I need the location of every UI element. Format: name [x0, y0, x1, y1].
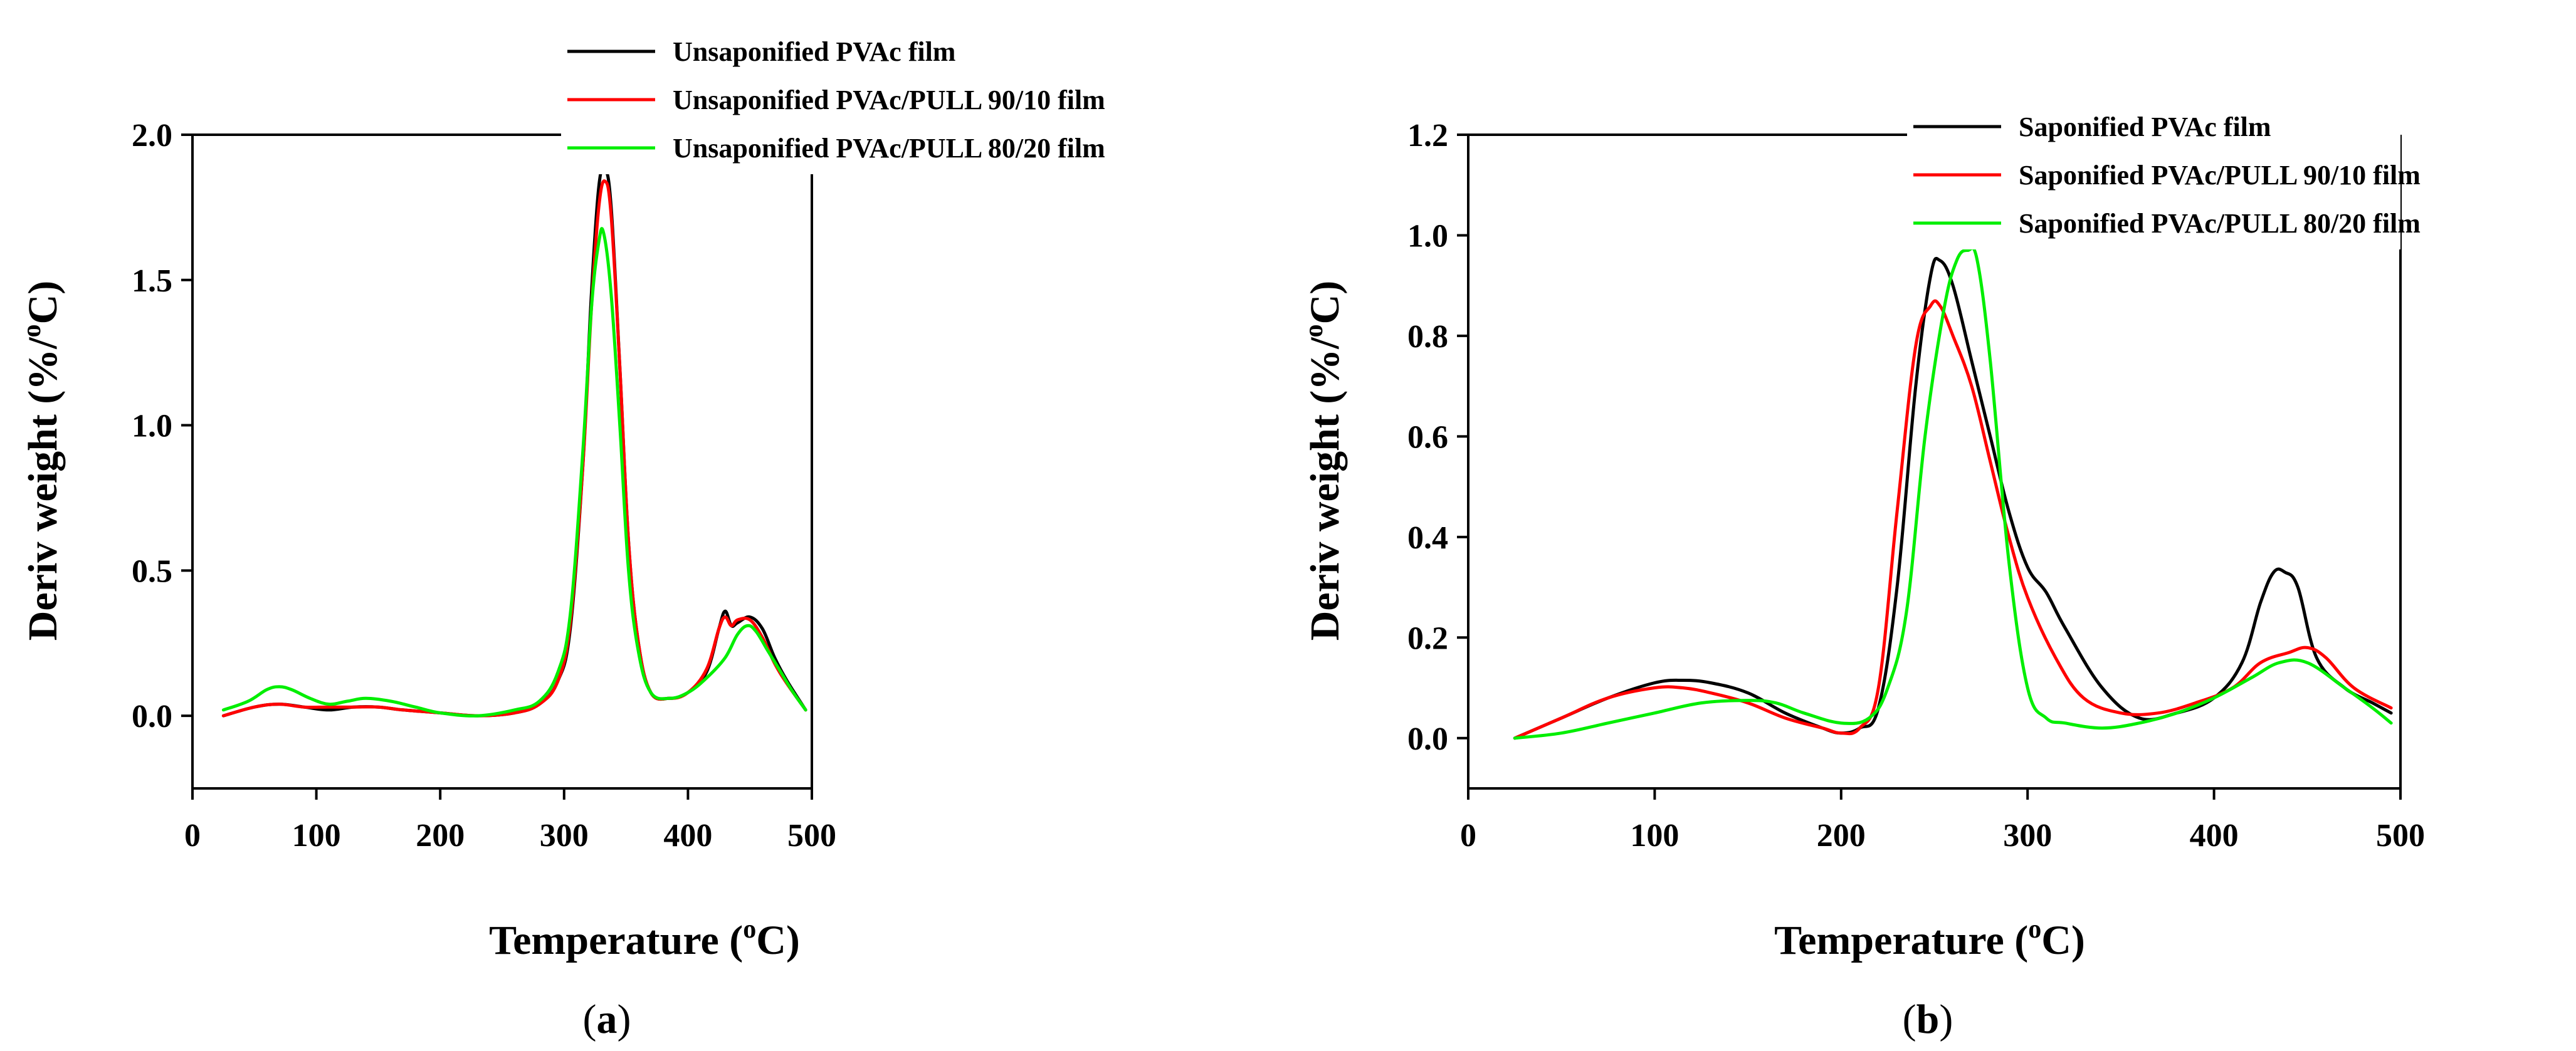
chart-a-x-tick-label: 100 [292, 818, 341, 854]
chart-a-legend: Unsaponified PVAc film Unsaponified PVAc/… [561, 26, 1216, 174]
chart-b-y-tick-label: 0.0 [1407, 721, 1448, 757]
chart-b-x-tick-label: 100 [1630, 818, 1679, 854]
chart-b-ticks: 0 100 200 300 400 500 0.0 0.2 0.4 0.6 0.8 1.0 1.2 [1407, 118, 2425, 854]
chart-b-x-tick-label: 500 [2376, 818, 2425, 854]
chart-a-x-tick-label: 0 [184, 818, 201, 854]
chart-a-panel-label: (a) [583, 996, 631, 1042]
chart-b-legend: Saponified PVAc film Saponified PVAc/PULL… [1907, 102, 2421, 249]
chart-a-y-tick-label: 1.5 [132, 263, 172, 299]
chart-a-y-tick-label: 0.5 [132, 553, 172, 589]
chart-b-x-axis-title: Temperature (oC) [1774, 915, 2085, 963]
chart-a-ticks: 0 100 200 300 400 500 0.0 0.5 1.0 1.5 2.0 [132, 118, 836, 854]
chart-b-series-1-line [1513, 256, 2393, 740]
chart-b-y-tick-label: 0.6 [1407, 419, 1448, 455]
chart-a-y-tick-label: 1.0 [132, 409, 172, 444]
chart-a-x-tick-label: 200 [416, 818, 465, 854]
chart-b-legend-label: Saponified PVAc/PULL 90/10 film [2019, 160, 2421, 191]
chart-a-y-axis-title: Deriv weight (%/oC) [18, 281, 66, 641]
chart-a-x-axis-title: Temperature (oC) [489, 915, 800, 963]
chart-a-legend-background [561, 26, 1216, 174]
chart-b-y-tick-label: 0.8 [1407, 319, 1448, 355]
chart-b-x-tick-label: 200 [1817, 818, 1866, 854]
chart-a-series-2-line [221, 179, 807, 718]
chart-b-y-axis-title: Deriv weight (%/oC) [1300, 281, 1348, 641]
chart-a-x-tick-label: 300 [540, 818, 589, 854]
chart-a-legend-label: Unsaponified PVAc/PULL 90/10 film [673, 85, 1105, 115]
chart-a-legend-label: Unsaponified PVAc/PULL 80/20 film [673, 133, 1105, 164]
chart-panel-b: 0 100 200 300 400 500 0.0 0.2 0.4 0.6 0.8 1.0 1.2 Sa… [1300, 102, 2425, 1042]
chart-a-legend-label: Unsaponified PVAc film [673, 36, 955, 67]
chart-b-legend-label: Saponified PVAc/PULL 80/20 film [2019, 208, 2421, 239]
chart-a-y-tick-label: 2.0 [132, 118, 172, 154]
chart-panel-a: 0 100 200 300 400 500 0.0 0.5 1.0 1.5 2.0 Unsaponi… [18, 26, 1216, 1042]
chart-b-x-tick-label: 300 [2003, 818, 2052, 854]
chart-a-x-tick-label: 500 [787, 818, 836, 854]
chart-b-y-tick-label: 1.0 [1407, 218, 1448, 254]
chart-a-x-tick-label: 400 [663, 818, 712, 854]
chart-b-panel-label: (b) [1903, 996, 1953, 1042]
chart-a-series-3-line [221, 227, 807, 718]
chart-a-y-tick-label: 0.0 [132, 699, 172, 735]
chart-b-x-tick-label: 0 [1460, 818, 1476, 854]
chart-b-y-tick-label: 0.2 [1407, 620, 1448, 656]
chart-b-x-tick-label: 400 [2190, 818, 2239, 854]
chart-b-y-tick-label: 1.2 [1407, 118, 1448, 154]
chart-b-legend-label: Saponified PVAc film [2019, 112, 2271, 142]
chart-b-y-tick-label: 0.4 [1407, 520, 1448, 556]
